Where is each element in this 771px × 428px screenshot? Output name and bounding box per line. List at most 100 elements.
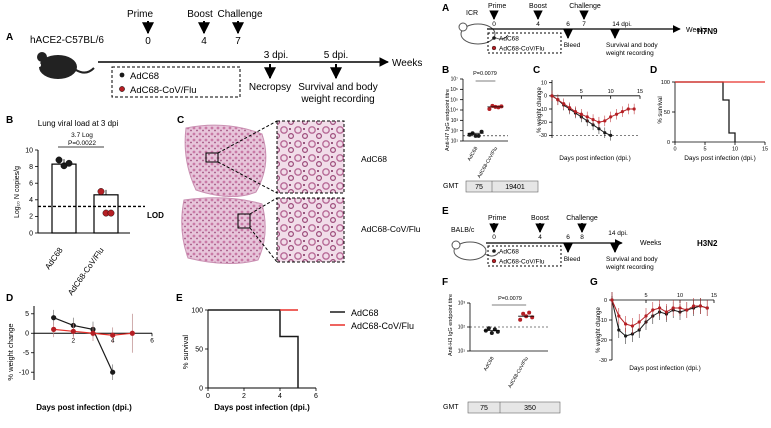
data-point [637, 320, 641, 324]
chart-title: Lung viral load at 3 dpi [38, 119, 119, 128]
control-dot [119, 72, 125, 78]
data-point [678, 306, 682, 310]
right-panel-b: B Anti-H7 IgG endpoint titre 10⁷10⁶10⁵10… [442, 65, 508, 179]
y-tick-label: -20 [539, 120, 547, 126]
y-tick-label: -5 [23, 350, 29, 357]
x-axis-label: Days post infection (dpi.) [684, 155, 756, 162]
left-panel-b: B Lung viral load at 3 dpi 3.7 Log P=0.0… [6, 115, 164, 297]
survival-line-control [675, 81, 736, 142]
data-point [496, 105, 501, 110]
y-tick-label: 10³ [451, 118, 459, 124]
data-point-vaccine [129, 330, 135, 336]
control-dot [492, 249, 496, 253]
y-axis-label: % weight change [537, 86, 543, 132]
end-dpi: 14 dpi. [612, 21, 632, 28]
end-dpi: 14 dpi. [608, 230, 628, 237]
bleed-label: Bleed [564, 42, 581, 49]
data-point [489, 331, 494, 335]
group-legend-box [111, 66, 241, 98]
vaccine-dot [119, 86, 125, 92]
gmt-label: GMT [443, 404, 459, 411]
right-panel-d: D % survival 0 50 100 0 5 10 15 Days post infe… [650, 65, 768, 162]
y-tick-label: -10 [19, 370, 29, 377]
data-point [609, 115, 613, 119]
panel-letter: D [6, 293, 13, 304]
y-axis-label: % weight change [6, 323, 15, 380]
y-tick-label: 6 [29, 181, 33, 188]
data-point [603, 131, 607, 135]
data-point [65, 159, 73, 167]
plot-area: 0 -10 -20 -30 5 10 15 [599, 292, 717, 364]
y-tick-label: 8 [29, 164, 33, 171]
control-dot [492, 36, 496, 40]
y-axis-label: % survival [658, 96, 664, 123]
x-tick-label: 2 [72, 337, 76, 344]
y-tick-label: -30 [539, 133, 547, 139]
data-point [97, 188, 105, 195]
mouse-strain-label: ICR [466, 10, 478, 17]
y-tick-label: 4 [29, 197, 33, 204]
bleed-week: 6 [566, 21, 570, 28]
data-point [556, 98, 560, 102]
x-tick-label: 2 [242, 393, 246, 400]
data-point [499, 104, 504, 109]
group-control: AdC68 [499, 36, 519, 43]
x-tick-label: 5 [644, 293, 647, 299]
panel-letter: E [176, 293, 183, 304]
data-point [550, 94, 554, 98]
data-point-vaccine [51, 326, 57, 332]
gmt-control: 75 [480, 405, 488, 412]
group-control: AdC68 [499, 249, 519, 256]
y-axis-label: % weight change [596, 306, 602, 352]
row-label: AdC68-CoV/Flu [361, 224, 421, 234]
data-point [486, 326, 491, 331]
y-tick-label: 10 [541, 80, 547, 86]
plot-area: 10 0 -10 -20 -30 5 10 15 [539, 80, 643, 141]
boost-label: Boost [529, 3, 547, 10]
necropsy-dpi: 3 dpi. [264, 50, 288, 61]
survival-line1: Survival and body [606, 42, 658, 49]
challenge-label: Challenge [217, 9, 262, 20]
histology-row-vaccine: AdC68-CoV/Flu [181, 197, 421, 265]
histology-row-control: AdC68 [184, 120, 387, 197]
data-point [603, 119, 607, 123]
x-tick-label: AdC68 [483, 356, 496, 372]
x-tick-label: AdC68-CoV/Flu [476, 146, 499, 180]
mouse-icon [458, 22, 509, 45]
sig-log: 3.7 Log [71, 132, 93, 139]
y-tick-label: -30 [599, 358, 607, 364]
y-tick-label: 10⁶ [450, 87, 458, 93]
data-point [632, 107, 636, 111]
survival-line2: weight recording [605, 50, 654, 57]
plot-area: 0 50 100 0 5 10 15 [661, 80, 768, 153]
y-tick-label: -20 [599, 338, 607, 344]
mouse-icon [451, 240, 500, 261]
data-point [473, 133, 478, 138]
p-value: P=0.0079 [473, 71, 497, 77]
panel-letter: G [590, 277, 598, 288]
gmt-control: 75 [475, 184, 483, 191]
y-tick-label: -10 [599, 318, 607, 324]
gmt-vaccine: 350 [524, 405, 536, 412]
x-tick-label: 5 [703, 147, 706, 153]
boost-label: Boost [187, 9, 213, 20]
left-panel-a: A hACE2-C57BL/6 Weeks Prime 0 Boost 4 Ch… [6, 9, 422, 105]
left-panel-d: D % weight change 50-5-10246 Days post i… [6, 293, 154, 412]
y-tick-label: 10¹ [458, 349, 466, 355]
vaccine-dot [491, 45, 497, 51]
data-point [685, 308, 689, 312]
challenge-week: 7 [582, 21, 586, 28]
x-tick-label: AdC68-CoV/Flu [507, 356, 530, 390]
data-point-vaccine [70, 328, 76, 334]
zoom-box [237, 213, 251, 229]
right-panel-g: G % weight change 0 -10 -20 -30 5 10 15 Days p… [590, 277, 717, 372]
prime-label: Prime [488, 3, 506, 10]
x-tick-label: 0 [206, 393, 210, 400]
data-point [614, 112, 619, 116]
boost-week: 4 [201, 36, 207, 47]
x-axis-label: Days post infection (dpi.) [36, 403, 132, 412]
prime-week: 0 [145, 36, 151, 47]
prime-label: Prime [488, 215, 506, 222]
